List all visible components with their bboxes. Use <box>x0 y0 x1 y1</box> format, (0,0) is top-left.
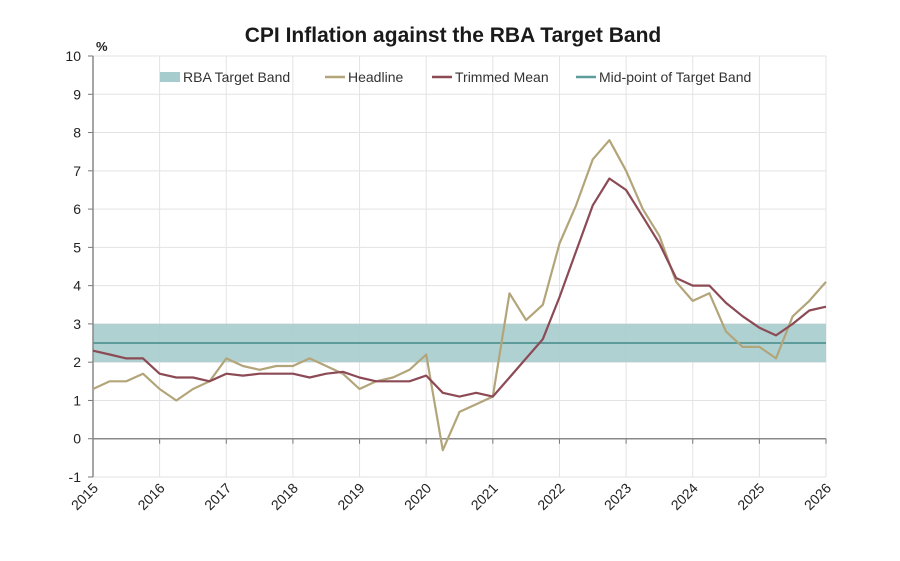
target-band-layer <box>93 323 826 363</box>
trimmed-mean-line <box>92 177 827 398</box>
y-tick-label: -1 <box>69 469 82 485</box>
x-tick-label: 2024 <box>668 480 701 513</box>
y-tick-label: 2 <box>73 354 81 370</box>
grid <box>93 55 827 478</box>
legend-label-headline: Headline <box>348 69 403 85</box>
y-tick-label: 0 <box>73 431 81 447</box>
x-tick-label: 2020 <box>401 480 434 513</box>
legend: RBA Target Band Headline Trimmed Mean Mid-p… <box>160 69 751 85</box>
headline-line <box>92 139 827 452</box>
y-tick-label: 10 <box>65 48 81 64</box>
x-tick-label: 2021 <box>468 480 501 513</box>
chart-title: CPI Inflation against the RBA Target Ban… <box>245 24 662 47</box>
x-tick-label: 2023 <box>601 480 634 513</box>
y-tick-label: 6 <box>73 201 81 217</box>
x-tick-label: 2019 <box>334 480 367 513</box>
y-tick-label: 9 <box>73 86 81 102</box>
y-tick-label: 8 <box>73 125 81 141</box>
y-tick-label: 7 <box>73 163 81 179</box>
y-tick-label: 5 <box>73 239 81 255</box>
y-tick-label: 1 <box>73 392 81 408</box>
x-tick-label: 2022 <box>534 480 567 513</box>
y-tick-label: 4 <box>73 278 81 294</box>
y-tick-label: 3 <box>73 316 81 332</box>
legend-label-trimmed-mean: Trimmed Mean <box>455 69 549 85</box>
x-tick-label: 2018 <box>268 480 301 513</box>
x-tick-label: 2016 <box>134 480 167 513</box>
series-layer <box>92 139 827 452</box>
legend-label-mid-point-of-target-band: Mid-point of Target Band <box>599 69 751 85</box>
x-tick-label: 2017 <box>201 480 234 513</box>
x-tick-label: 2025 <box>734 480 767 513</box>
legend-swatch-rba-target-band <box>160 72 180 82</box>
y-axis-unit-label: % <box>96 39 108 54</box>
x-tick-label: 2026 <box>801 480 834 513</box>
legend-label-rba-target-band: RBA Target Band <box>183 69 290 85</box>
